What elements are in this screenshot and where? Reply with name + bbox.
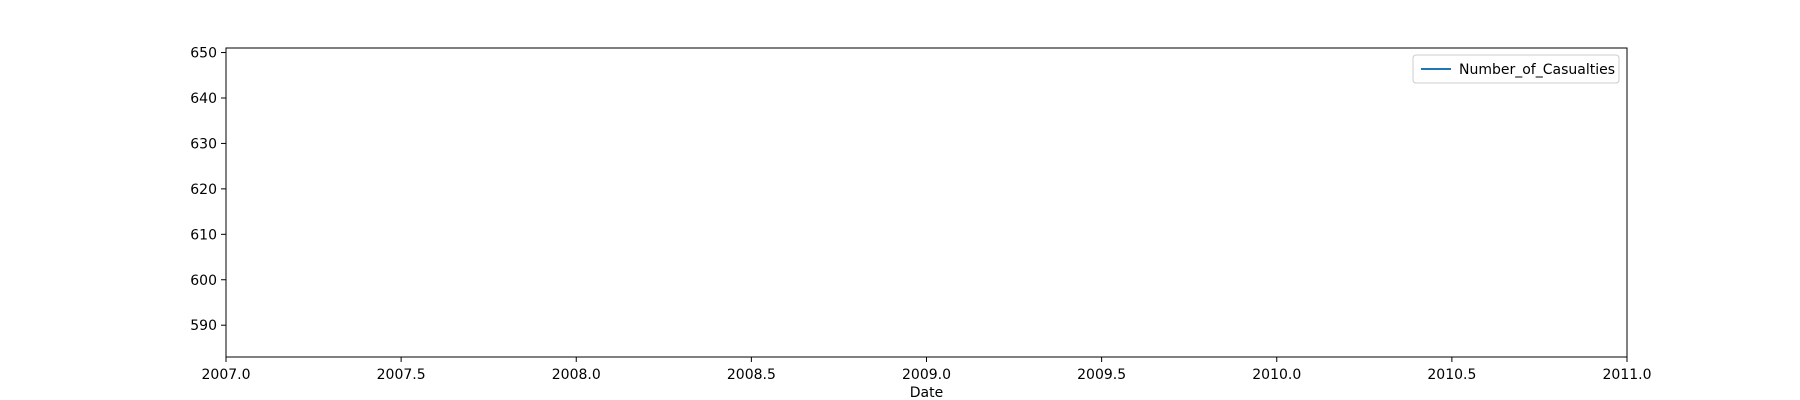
y-tick-label: 640 <box>190 91 217 107</box>
plot-area-background <box>226 48 1627 357</box>
x-axis-label: Date <box>910 385 943 400</box>
x-tick-label: 2007.0 <box>202 367 251 383</box>
y-tick-label: 630 <box>190 136 217 152</box>
y-axis: 590 600 610 620 630 640 650 <box>190 46 226 334</box>
x-tick-label: 2009.0 <box>902 367 951 383</box>
x-tick-label: 2011.0 <box>1603 367 1652 383</box>
legend-label: Number_of_Casualties <box>1459 62 1615 78</box>
y-tick-label: 590 <box>190 318 217 334</box>
plot-area <box>226 48 1627 357</box>
x-tick-label: 2009.5 <box>1077 367 1126 383</box>
x-tick-label: 2010.5 <box>1427 367 1476 383</box>
y-tick-label: 620 <box>190 182 217 198</box>
legend-box <box>1412 54 1620 84</box>
x-tick-label: 2008.5 <box>727 367 776 383</box>
y-tick-label: 610 <box>190 227 217 243</box>
y-tick-label: 600 <box>190 273 217 289</box>
x-axis: 2007.0 2007.5 2008.0 2008.5 2009.0 2009.5 2010… <box>202 357 1652 383</box>
legend: Number_of_Casualties <box>1412 54 1620 84</box>
x-tick-label: 2007.5 <box>377 367 426 383</box>
x-tick-label: 2010.0 <box>1252 367 1301 383</box>
plot-frame <box>225 47 1628 358</box>
x-tick-label: 2008.0 <box>552 367 601 383</box>
y-tick-label: 650 <box>190 46 217 62</box>
